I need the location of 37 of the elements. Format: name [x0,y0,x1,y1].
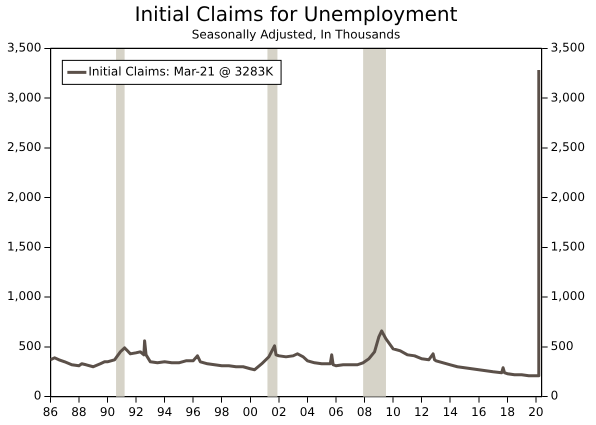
y2-tick-label: 1,500 [550,239,586,254]
y2-tick-label: 1,000 [550,289,586,304]
x-tick-label: 10 [385,404,401,419]
y-tick-label: 2,000 [6,190,42,204]
y-tick-label: 0 [34,388,42,403]
x-tick-label: 96 [186,404,201,419]
x-tick-label: 92 [128,404,144,419]
x-tick-label: 90 [100,404,116,419]
y-tick-label: 1,500 [6,239,42,254]
x-tick-label: 00 [242,404,258,419]
y2-tick-label: 3,000 [550,90,586,104]
y2-tick-label: 2,500 [550,140,586,154]
x-tick-label: 88 [71,404,87,419]
chart-subtitle: Seasonally Adjusted, In Thousands [192,27,400,42]
x-tick-label: 08 [356,404,372,419]
x-tick-label: 94 [156,404,172,419]
x-tick-label: 20 [528,404,544,419]
x-tick-label: 06 [328,404,344,419]
y-tick-label: 500 [18,338,42,353]
x-tick-label: 16 [471,404,486,419]
y2-tick-label: 0 [550,388,558,403]
y-tick-label: 3,500 [6,40,42,55]
x-tick-label: 02 [271,404,287,419]
legend-label: Initial Claims: Mar-21 @ 3283K [88,64,274,79]
x-tick-label: 04 [300,404,316,419]
x-tick-label: 18 [500,404,516,419]
y-tick-label: 3,000 [6,90,42,104]
y2-tick-label: 3,500 [550,40,586,55]
x-tick-label: 86 [42,404,58,419]
y2-tick-label: 500 [550,338,574,353]
x-tick-label: 12 [414,404,430,419]
y2-tick-label: 2,000 [550,190,586,204]
chart-title: Initial Claims for Unemployment [134,2,458,26]
x-tick-label: 98 [214,404,230,419]
y-tick-label: 2,500 [6,140,42,154]
x-tick-label: 14 [442,404,458,419]
y-tick-label: 1,000 [6,289,42,304]
